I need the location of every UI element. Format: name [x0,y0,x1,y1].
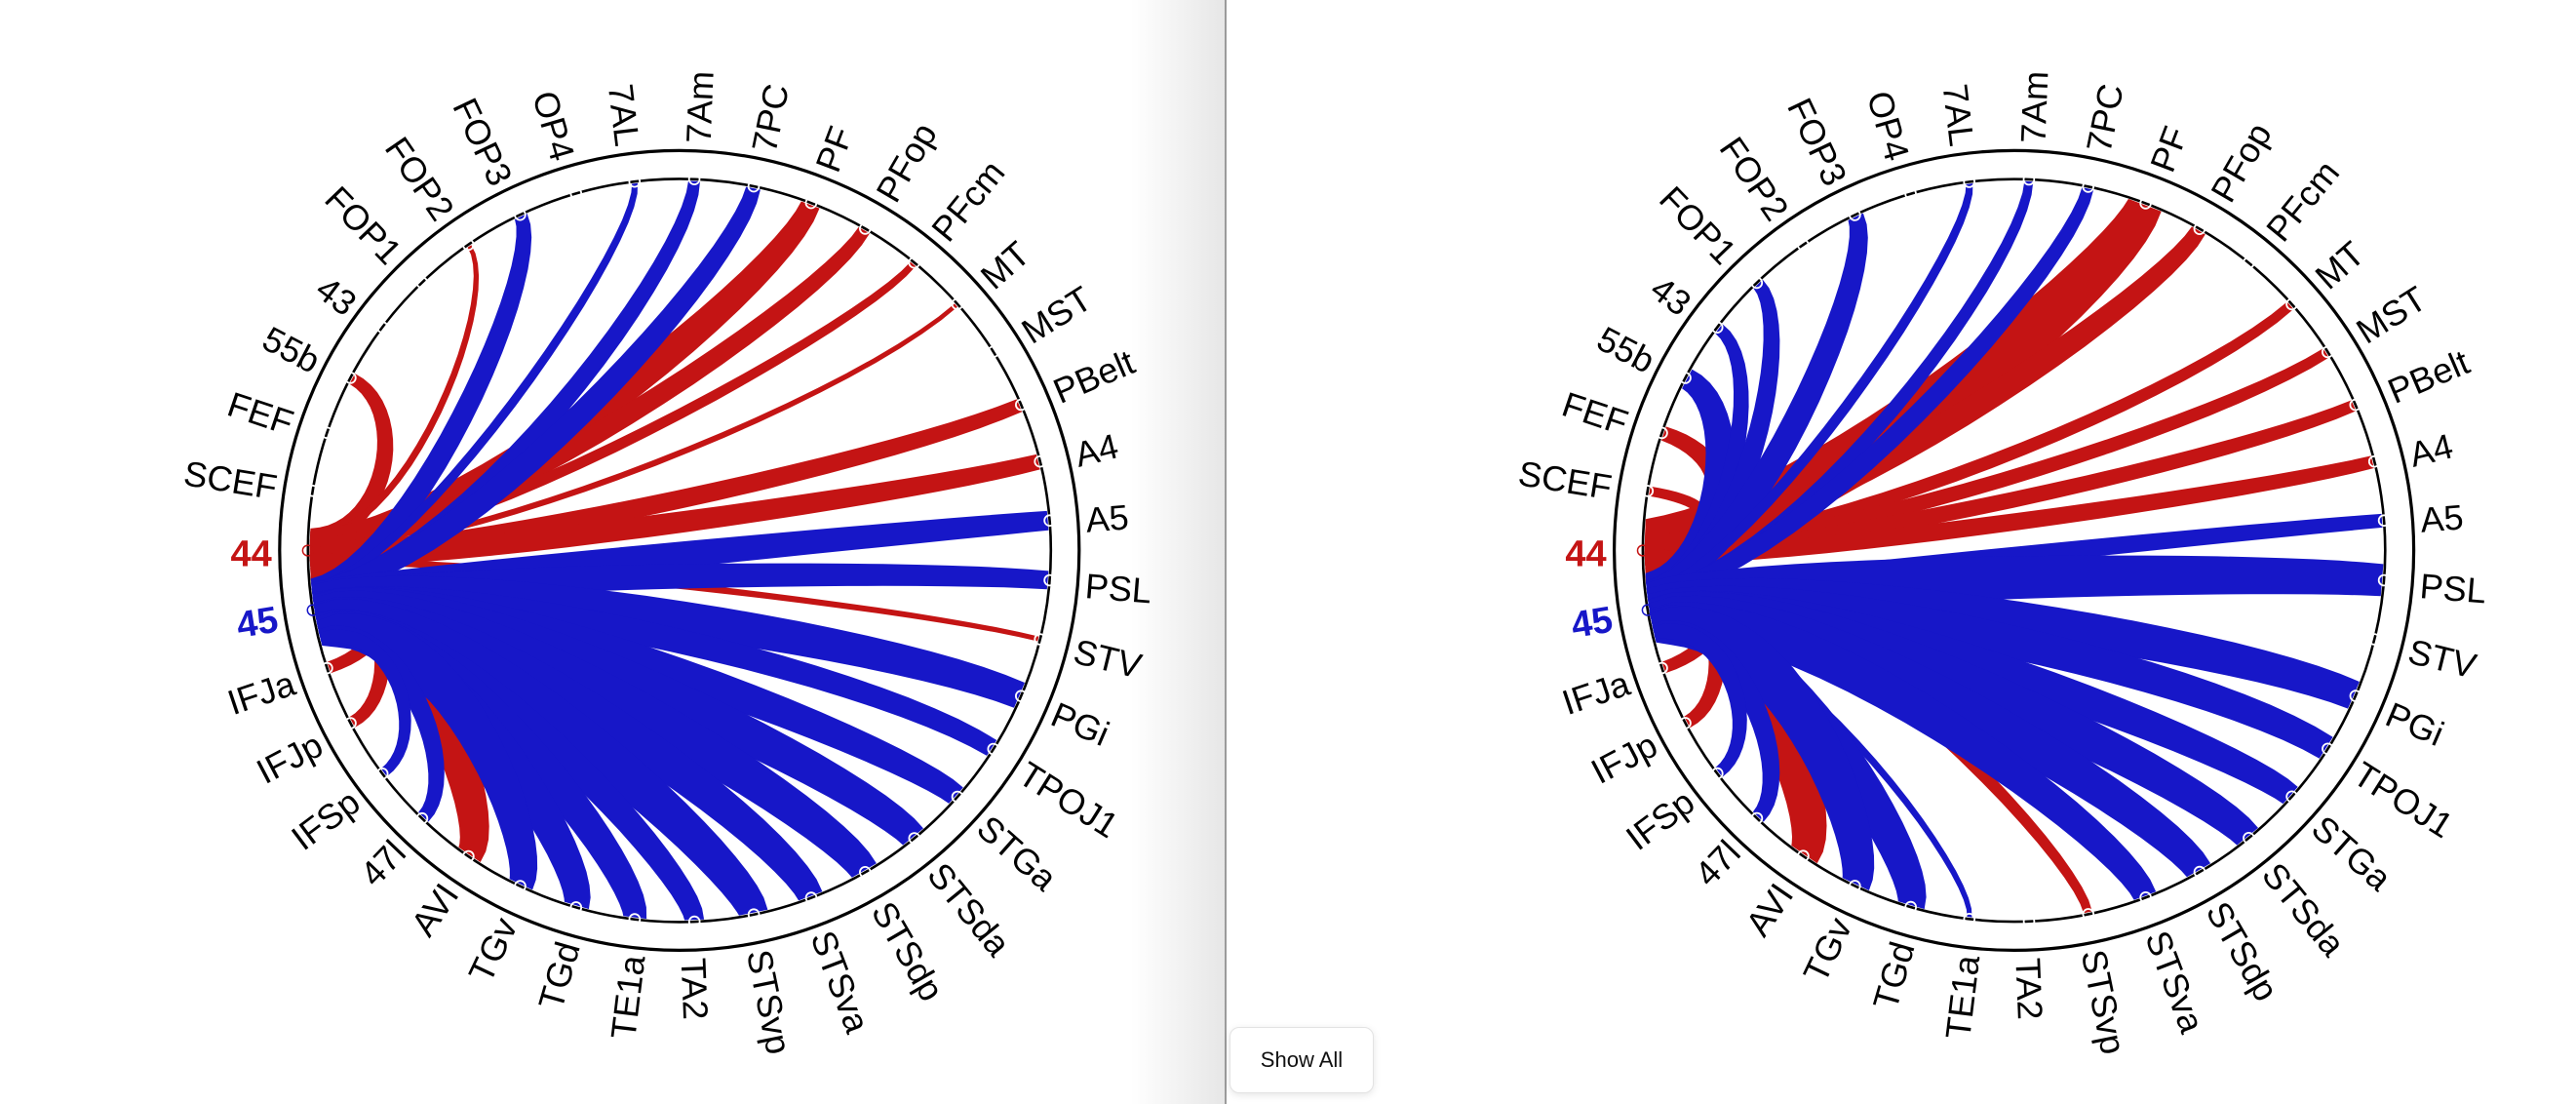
svg-text:IFJa: IFJa [1557,663,1635,723]
svg-text:TGv: TGv [1795,911,1859,988]
svg-text:STSva: STSva [802,926,878,1039]
svg-text:TPOJ1: TPOJ1 [2347,754,2461,847]
svg-text:44: 44 [231,533,272,574]
svg-text:7Am: 7Am [2013,70,2056,144]
svg-text:TGd: TGd [1865,937,1923,1014]
svg-text:IFJp: IFJp [250,725,329,792]
svg-text:FOP3: FOP3 [445,92,520,192]
svg-text:7AL: 7AL [1935,82,1982,149]
svg-text:TGd: TGd [530,937,588,1014]
svg-text:SCEF: SCEF [181,453,280,507]
svg-text:TA2: TA2 [674,957,717,1020]
svg-text:TE1a: TE1a [603,952,652,1041]
svg-text:STV: STV [1070,631,1146,687]
svg-text:FEF: FEF [1557,384,1632,443]
svg-text:FEF: FEF [222,384,297,443]
svg-text:STGa: STGa [969,808,1065,899]
svg-text:55b: 55b [1591,318,1661,380]
svg-text:7PC: 7PC [744,81,797,156]
svg-text:PSL: PSL [2418,566,2487,611]
svg-text:OP4: OP4 [1859,87,1917,166]
svg-text:PF: PF [807,121,861,177]
svg-text:PF: PF [2142,121,2196,177]
svg-text:FOP3: FOP3 [1779,92,1854,192]
svg-text:STSda: STSda [919,855,1019,965]
svg-text:7PC: 7PC [2079,81,2131,156]
svg-text:FOP2: FOP2 [377,130,462,228]
svg-text:TA2: TA2 [2008,957,2050,1020]
svg-text:45: 45 [1569,600,1616,647]
svg-text:PFop: PFop [868,116,945,209]
svg-text:PFop: PFop [2203,116,2280,209]
svg-text:STSvp: STSvp [739,946,800,1057]
svg-text:FOP2: FOP2 [1712,130,1797,228]
svg-text:44: 44 [1565,533,1606,574]
svg-text:IFSp: IFSp [284,781,367,857]
svg-text:STV: STV [2404,631,2480,687]
svg-text:PFcm: PFcm [923,152,1012,249]
svg-text:FOP1: FOP1 [317,178,410,272]
svg-text:STGa: STGa [2304,808,2400,899]
svg-text:PBelt: PBelt [2382,341,2475,411]
svg-text:PFcm: PFcm [2258,152,2347,249]
svg-text:55b: 55b [256,318,327,380]
svg-text:STSda: STSda [2254,855,2354,965]
svg-text:STSvp: STSvp [2074,946,2134,1057]
svg-text:A4: A4 [1071,425,1122,474]
svg-text:TPOJ1: TPOJ1 [1012,754,1126,847]
svg-text:AVI: AVI [403,876,466,943]
svg-text:OP4: OP4 [525,87,582,166]
svg-text:A4: A4 [2405,425,2457,474]
svg-text:PGi: PGi [1045,694,1114,754]
svg-text:FOP1: FOP1 [1652,178,1744,272]
svg-text:STSdp: STSdp [864,894,953,1007]
svg-text:A5: A5 [2419,496,2465,539]
svg-text:SCEF: SCEF [1516,453,1615,507]
svg-text:IFSp: IFSp [1619,781,1701,857]
svg-text:TE1a: TE1a [1937,952,1987,1041]
svg-text:7AL: 7AL [601,82,647,149]
svg-text:IFJp: IFJp [1584,725,1663,792]
svg-text:AVI: AVI [1737,876,1801,943]
svg-text:7Am: 7Am [679,70,722,144]
svg-text:STSva: STSva [2137,926,2212,1039]
svg-text:TGv: TGv [460,911,525,988]
svg-text:IFJa: IFJa [222,663,300,723]
svg-text:PSL: PSL [1084,566,1153,611]
svg-text:PGi: PGi [2380,694,2449,754]
svg-text:STSdp: STSdp [2199,894,2287,1007]
svg-text:MST: MST [1015,278,1099,351]
svg-text:MST: MST [2349,278,2433,351]
svg-text:A5: A5 [1084,496,1130,539]
svg-text:45: 45 [234,600,281,647]
svg-text:PBelt: PBelt [1047,341,1140,411]
